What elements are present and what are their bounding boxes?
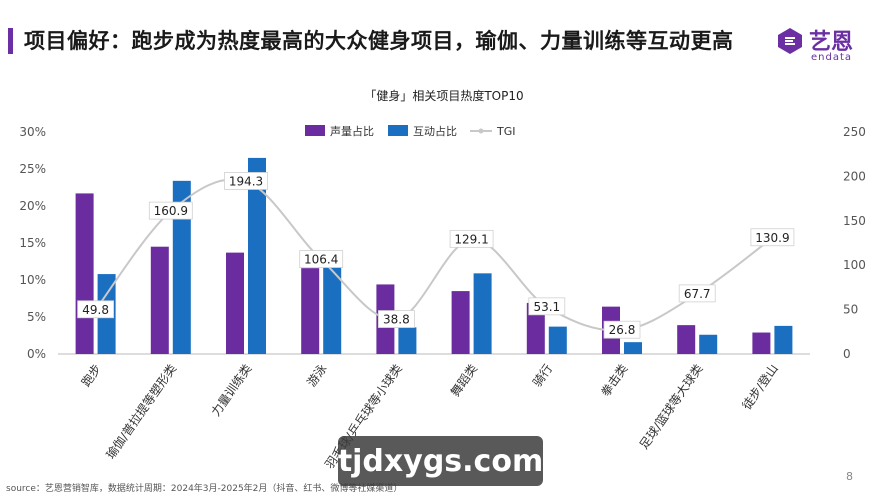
- tgi-data-label: 129.1: [454, 232, 488, 246]
- legend-label-interaction: 互动占比: [413, 124, 457, 138]
- chart-title: 「健身」相关项目热度TOP10: [364, 88, 523, 103]
- tgi-data-label: 53.1: [533, 300, 560, 314]
- bar-interaction: [172, 180, 191, 354]
- y-right-tick-label: 150: [843, 214, 866, 228]
- tgi-data-label: 194.3: [229, 174, 263, 188]
- legend-label-tgi: TGI: [496, 125, 516, 138]
- tgi-label-box: [77, 300, 114, 319]
- tgi-label-box: [750, 228, 795, 247]
- y-left-tick-label: 30%: [19, 125, 46, 139]
- bar-interaction: [248, 157, 266, 354]
- endata-logo: 艺恩 endata: [775, 24, 885, 66]
- tgi-label-box: [148, 201, 193, 220]
- logo-text-en: endata: [811, 52, 853, 63]
- x-category-label: 徒步/登山: [739, 361, 781, 412]
- tgi-data-label: 26.8: [609, 323, 636, 337]
- tgi-label-box: [299, 250, 344, 268]
- bar-interaction: [548, 326, 567, 354]
- tgi-label-box: [224, 172, 268, 190]
- bar-interaction: [774, 325, 793, 354]
- x-category-label: 舞蹈类: [448, 362, 480, 400]
- page-number: 8: [846, 470, 853, 483]
- chart-axes: 0% 5% 10% 15% 20% 25% 30% 0 50 100 150 200 250: [19, 125, 866, 361]
- y-right-tick-label: 0: [843, 347, 851, 361]
- tgi-data-label: 160.9: [154, 204, 188, 218]
- x-category-label: 足球/篮球等大球类: [636, 361, 706, 452]
- x-category-label: 瑜伽/普拉提等塑形类: [103, 361, 180, 461]
- tgi-label-box: [377, 310, 415, 328]
- x-category-label: 拳击类: [598, 361, 631, 399]
- tgi-label-box: [449, 229, 494, 248]
- source-note: source：艺恩营销智库，数据统计周期：2024年3月-2025年2月（抖音、…: [6, 484, 403, 494]
- y-right-tick-label: 50: [843, 303, 858, 317]
- y-left-tick-label: 15%: [19, 236, 46, 250]
- bar-interaction: [323, 267, 342, 354]
- bar-voice: [150, 246, 169, 354]
- y-right-tick-label: 200: [843, 169, 866, 183]
- x-category-label: 跑步: [79, 362, 104, 390]
- fitness-heat-chart: 「健身」相关项目热度TOP10 声量占比 互动占比 TGI 0% 5% 10% 15%…: [19, 88, 866, 471]
- legend-swatch-voice: [305, 125, 325, 136]
- tgi-label-box: [603, 320, 641, 339]
- title-accent-bar: [8, 28, 13, 54]
- y-right-tick-label: 100: [843, 258, 866, 272]
- legend-swatch-interaction: [388, 125, 408, 136]
- y-left-tick-label: 5%: [27, 310, 46, 324]
- bar-interaction: [398, 327, 417, 354]
- y-left-tick-label: 10%: [19, 273, 46, 287]
- y-left-tick-label: 20%: [19, 199, 46, 213]
- x-category-label: 骑行: [530, 362, 555, 390]
- bar-voice: [677, 325, 696, 354]
- tgi-label-box: [678, 284, 716, 303]
- tgi-data-label: 49.8: [82, 303, 109, 317]
- x-category-label: 力量训练类: [208, 361, 255, 419]
- tgi-data-label: 67.7: [684, 287, 711, 301]
- bar-voice: [451, 291, 470, 354]
- bar-interaction: [473, 273, 492, 354]
- page-title: 项目偏好：跑步成为热度最高的大众健身项目，瑜伽、力量训练等互动更高: [24, 29, 734, 53]
- y-left-tick-label: 25%: [19, 162, 46, 176]
- bar-voice: [226, 252, 244, 354]
- tgi-label-box: [528, 297, 566, 316]
- tgi-data-label: 38.8: [383, 313, 410, 327]
- tgi-line: 49.8 160.9 194.3 106.4 38.8 129.1 53.1 26.8 67.7…: [77, 172, 795, 339]
- y-right-tick-label: 250: [843, 125, 866, 139]
- y-left-tick-label: 0%: [27, 347, 46, 361]
- watermark: tjdxygs.com: [338, 436, 543, 486]
- chart-bars: [75, 157, 793, 354]
- bar-voice: [752, 332, 771, 354]
- logo-text-cn: 艺恩: [809, 30, 854, 55]
- tgi-data-label: 130.9: [755, 231, 789, 245]
- bar-interaction: [699, 334, 718, 354]
- tgi-line-path: [94, 178, 773, 332]
- x-category-label: 游泳: [304, 362, 329, 390]
- legend-label-voice: 声量占比: [330, 124, 374, 138]
- tgi-data-label: 106.4: [304, 253, 338, 267]
- bar-interaction: [624, 342, 642, 354]
- bar-voice: [526, 302, 545, 354]
- chart-legend: 声量占比 互动占比 TGI: [305, 124, 516, 138]
- bar-voice: [75, 193, 94, 354]
- legend-marker-tgi: [478, 128, 484, 134]
- bar-voice: [301, 268, 320, 354]
- logo-mark-icon: [778, 28, 802, 54]
